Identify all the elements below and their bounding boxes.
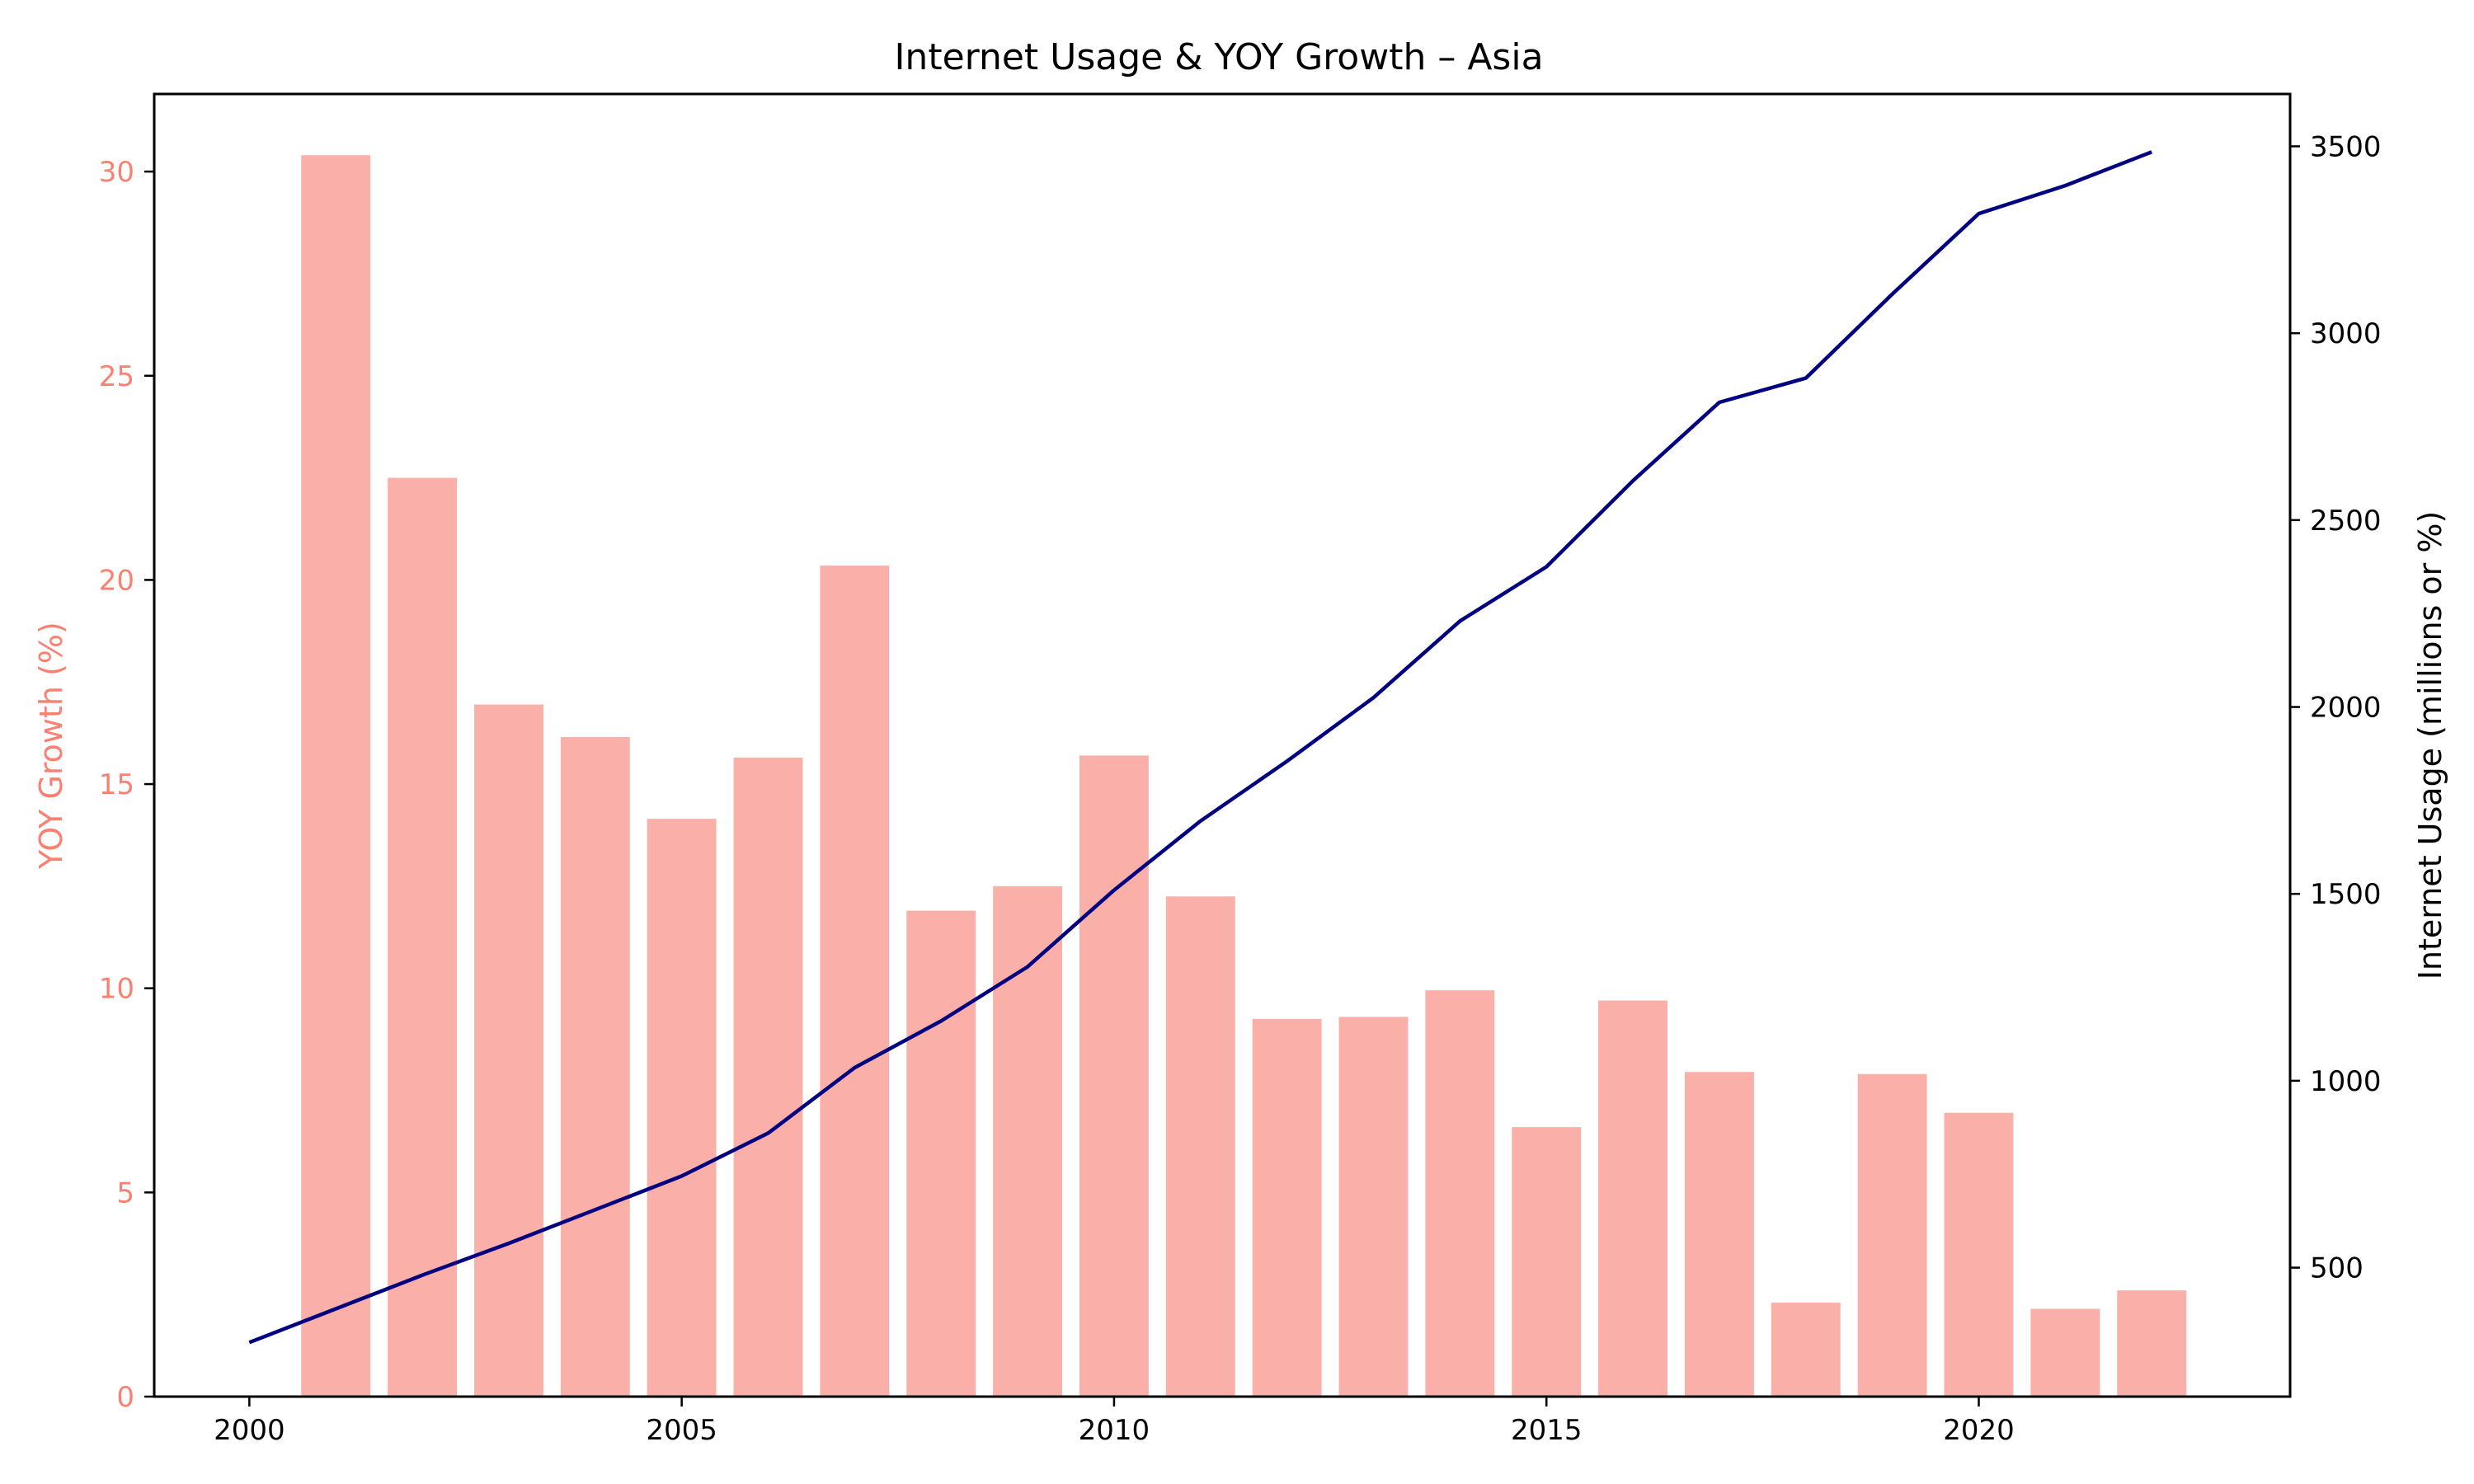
bar-2005 — [647, 819, 717, 1397]
right-axis-label: Internet Usage (millions or %) — [2412, 511, 2448, 980]
bar-2013 — [1338, 1017, 1409, 1397]
x-tick-label: 2015 — [1511, 1414, 1583, 1447]
right-tick-label: 1000 — [2310, 1065, 2382, 1098]
bar-series — [301, 155, 2187, 1397]
right-tick-label: 3500 — [2310, 130, 2382, 163]
bar-2016 — [1598, 1000, 1668, 1397]
bar-2004 — [560, 737, 630, 1397]
line-series — [248, 150, 2153, 1345]
bar-2017 — [1684, 1072, 1754, 1397]
left-tick-label: 25 — [99, 360, 134, 393]
left-tick-label: 10 — [99, 973, 134, 1006]
right-tick-label: 3000 — [2310, 317, 2382, 350]
right-tick-label: 1500 — [2310, 878, 2382, 911]
bar-2009 — [993, 885, 1063, 1397]
bar-2012 — [1252, 1018, 1322, 1397]
bar-2015 — [1512, 1127, 1582, 1397]
bar-2007 — [820, 566, 890, 1397]
bar-2001 — [301, 155, 371, 1397]
bar-2021 — [2030, 1308, 2100, 1397]
bar-2014 — [1425, 990, 1495, 1397]
chart-title: Internet Usage & YOY Growth – Asia — [894, 36, 1543, 78]
x-tick-label: 2000 — [214, 1414, 285, 1447]
bar-2011 — [1165, 896, 1235, 1397]
left-tick-label: 5 — [116, 1176, 134, 1209]
right-tick-label: 2500 — [2310, 505, 2382, 538]
bar-2008 — [906, 910, 976, 1397]
plot-frame — [153, 92, 2292, 1398]
x-tick-label: 2020 — [1943, 1414, 2015, 1447]
bar-2020 — [1944, 1112, 2014, 1397]
left-tick-label: 15 — [99, 768, 134, 801]
bar-2002 — [388, 477, 458, 1397]
x-axis: 2000 2005 2010 2015 2020 — [214, 1397, 2015, 1447]
right-tick-label: 2000 — [2310, 692, 2382, 725]
bar-2003 — [473, 704, 543, 1397]
bar-2018 — [1771, 1303, 1841, 1397]
usage-line — [248, 150, 2153, 1345]
left-tick-label: 20 — [99, 564, 134, 597]
bar-2022 — [2117, 1290, 2187, 1397]
x-tick-label: 2005 — [646, 1414, 717, 1447]
x-tick-label: 2010 — [1079, 1414, 1150, 1447]
bar-2010 — [1079, 755, 1149, 1397]
left-y-axis: 0 5 10 15 20 25 30 — [99, 156, 154, 1414]
right-y-axis: 500 1000 1500 2000 2500 3000 3500 — [2290, 130, 2382, 1285]
left-tick-label: 30 — [99, 156, 134, 189]
left-tick-label: 0 — [116, 1381, 134, 1414]
right-tick-label: 500 — [2310, 1252, 2363, 1285]
bar-2006 — [733, 757, 803, 1397]
bar-2019 — [1857, 1073, 1927, 1397]
left-axis-label: YOY Growth (%) — [33, 622, 69, 870]
